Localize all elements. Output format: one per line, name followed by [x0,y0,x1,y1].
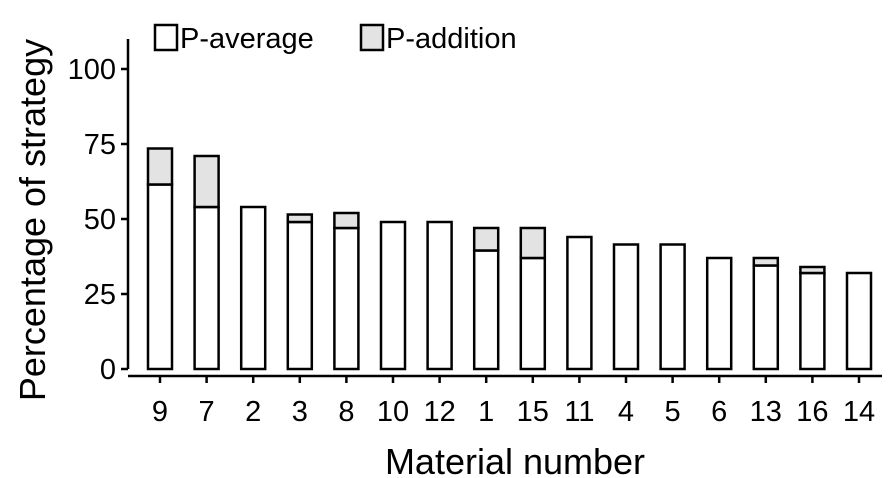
bar-p-addition-8 [333,211,360,230]
bar-p-addition-7 [193,154,220,209]
bar-p-addition-3 [286,213,314,224]
bar-p-average-10 [379,220,407,371]
bar-p-average-9 [146,183,174,371]
bars-group [146,147,873,371]
x-tick-label-6: 6 [711,396,727,428]
x-tick-label-3: 3 [292,396,308,428]
x-tick-label-2: 2 [245,396,261,428]
bar-p-average-12 [426,220,453,371]
x-tick-label-14: 14 [843,396,875,428]
x-tick-label-9: 9 [152,396,168,428]
bar-p-average-13 [752,264,780,371]
bar-p-average-2 [239,205,267,371]
legend: P-average P-addition [153,23,517,55]
x-tick-label-10: 10 [377,396,409,428]
x-tick-label-5: 5 [665,396,681,428]
x-tick-label-4: 4 [618,396,634,428]
x-axis-title: Material number [385,441,645,478]
bar-p-average-14 [845,271,873,371]
bar-p-addition-1 [472,226,500,252]
x-tick-label-13: 13 [750,396,782,428]
bar-p-addition-13 [752,256,780,267]
bar-p-average-5 [659,243,686,371]
y-tick-label-25: 25 [84,279,116,311]
y-tick-label-75: 75 [84,129,116,161]
bar-p-average-6 [705,256,733,371]
x-tick-label-1: 1 [478,396,494,428]
x-tick-label-16: 16 [796,396,828,428]
x-tick-label-8: 8 [338,396,354,428]
legend-swatch-p-addition [359,23,385,52]
bar-p-average-16 [799,271,826,371]
bar-p-average-7 [193,205,220,371]
y-tick-label-0: 0 [100,354,116,386]
legend-label-p-average: P-average [180,23,314,55]
x-tick-label-15: 15 [517,396,549,428]
bar-p-average-4 [612,243,640,371]
y-tick-label-100: 100 [68,54,116,86]
y-axis-title: Percentage of strategy [12,39,53,401]
legend-swatch-p-average [153,23,179,52]
y-tick-label-50: 50 [84,204,116,236]
x-tick-label-12: 12 [423,396,455,428]
bar-p-addition-15 [519,226,547,260]
bar-p-average-8 [333,226,360,371]
axes-group: 9 7 2 3 8 10 12 1 15 11 4 5 6 13 16 14 0 25 50 75 100 [68,39,882,428]
bar-p-average-11 [566,235,593,371]
bar-p-addition-16 [799,265,826,275]
bar-p-average-3 [286,220,314,371]
x-tick-label-7: 7 [199,396,215,428]
bar-p-average-15 [519,256,547,371]
legend-label-p-addition: P-addition [386,23,517,55]
bar-p-addition-9 [146,147,174,186]
bar-p-average-1 [472,249,500,371]
x-tick-label-11: 11 [564,396,594,428]
